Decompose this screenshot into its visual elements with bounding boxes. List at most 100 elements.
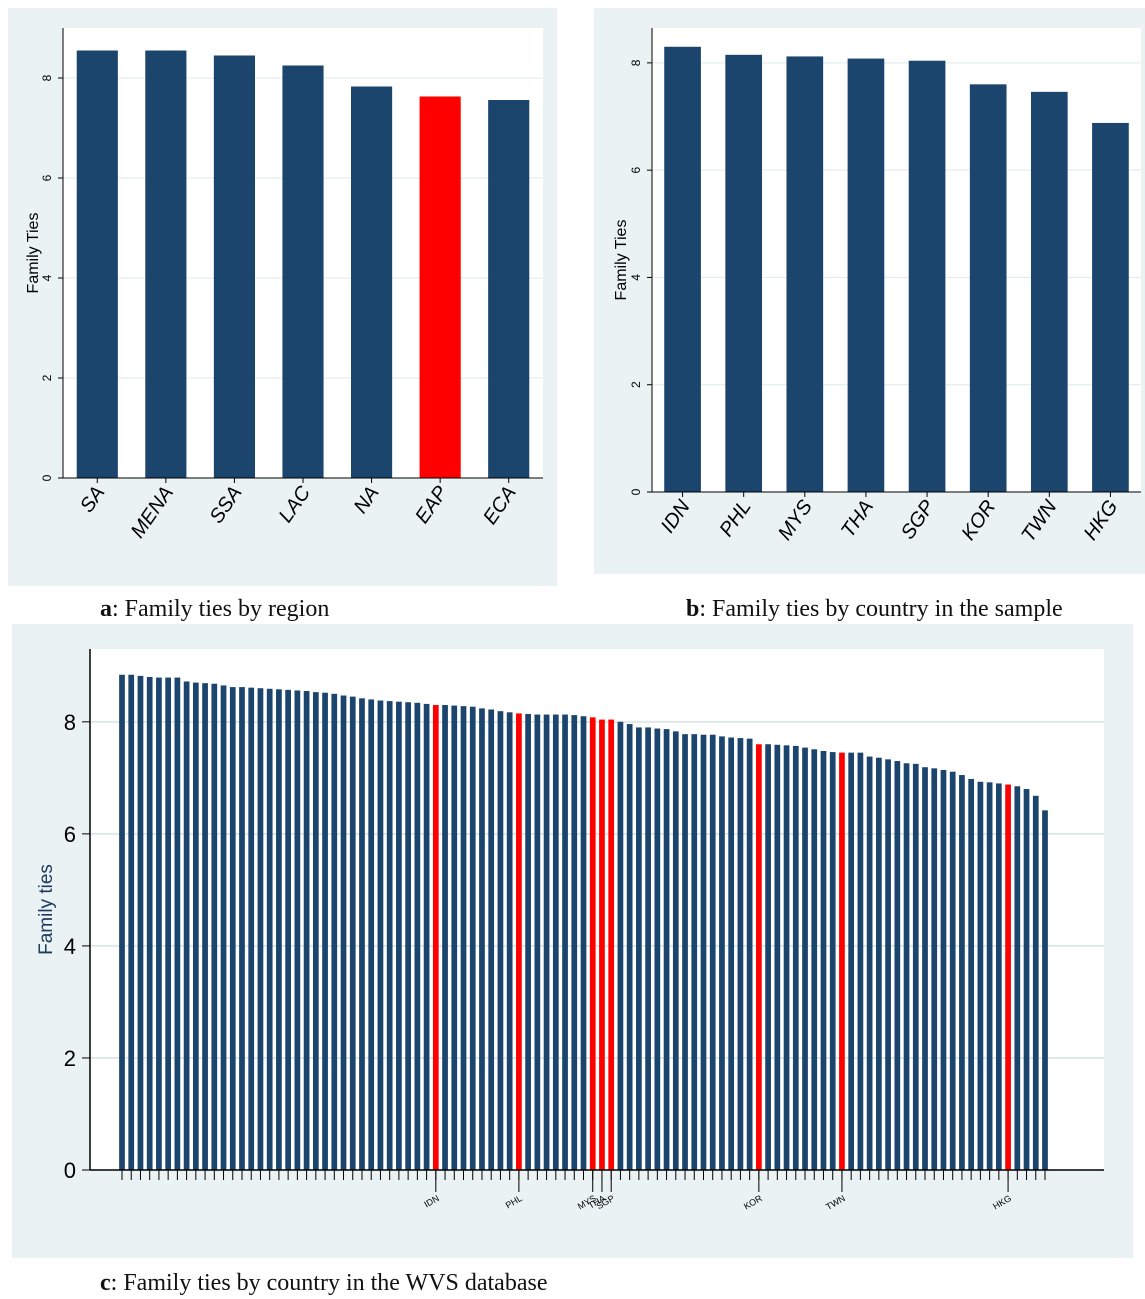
chart-a-bar [488,100,530,478]
chart-c-bar [349,696,356,1170]
chart-c-bar [866,756,873,1170]
chart-c-bar [340,695,347,1170]
chart-c-bar [857,752,864,1170]
chart-c-bar [885,759,891,1170]
chart-b-category-label: THA [837,496,878,541]
chart-c-bar [479,708,485,1170]
chart-c-bar [377,700,384,1170]
chart-b-bar [908,60,946,493]
chart-c-bar [626,724,633,1170]
chart-c-bar [571,715,578,1170]
chart-panel-b: 0 2 4 6 8 IDN PHL MYS THA SGP KOR TWN HKG Family Ties [594,8,1145,574]
chart-a-ytick-label: 2 [40,374,54,381]
chart-c-ytick-label: 2 [64,1046,76,1071]
chart-c-bar [589,717,596,1170]
chart-c-bar [442,705,448,1170]
chart-c-bar [903,763,910,1170]
caption-b-text: : Family ties by country in the sample [699,596,1063,622]
chart-c-bar [257,688,264,1170]
chart-c-bar [516,713,522,1170]
chart-c-bar [156,677,162,1170]
chart-c-bar [469,706,476,1170]
chart-panel-a: 0 2 4 6 8 SA MENA SSA LAC NA EAP ECA Family Ties [8,8,557,586]
chart-c-bar [220,685,227,1170]
chart-c-bar [239,687,245,1170]
chart-c-bar [303,691,310,1170]
caption-b: b: Family ties by country in the sample [686,596,1063,623]
chart-c-bar [682,734,688,1170]
chart-a-category-label: SSA [206,482,247,527]
caption-c-letter: c [100,1270,111,1296]
chart-c-bar [608,719,615,1170]
caption-a-letter: a [100,596,112,622]
chart-c-xtick-label: TWN [824,1193,847,1212]
chart-c-bar [820,750,827,1170]
chart-b-bar [1030,91,1068,492]
chart-c-bar [645,727,651,1170]
chart-c-bar [663,729,670,1170]
caption-b-letter: b [686,596,700,622]
chart-a-category-label: NA [350,482,384,517]
chart-b-y-axis-title: Family Ties [613,220,630,301]
chart-c-bar [783,745,790,1170]
chart-b-category-label: KOR [957,496,1000,544]
chart-c-bar [1042,810,1048,1170]
chart-c-bar [414,702,421,1170]
chart-a-bar [145,50,187,478]
chart-c-bar [368,699,375,1170]
chart-b-category-label: HKG [1080,496,1123,544]
chart-a-ytick-label: 4 [40,274,54,281]
chart-c-bar [829,752,836,1170]
chart-a-bar [351,86,393,478]
chart-c-bar [1014,786,1021,1170]
chart-b-ytick-label: 4 [629,274,643,281]
chart-c-bar [931,768,938,1170]
chart-c-bar [202,683,208,1170]
chart-c-bar [765,744,771,1170]
chart-c-bar [959,775,965,1170]
chart-c-bar [488,709,495,1170]
chart-c-bar [599,719,605,1170]
chart-c-bar [229,687,236,1170]
chart-c-bar [617,721,624,1170]
chart-c-bar [672,731,679,1170]
chart-a-category-label: SA [76,482,109,516]
chart-c-bar [654,728,661,1170]
chart-c-ytick-label: 0 [64,1158,76,1183]
chart-c-xtick-label: KOR [742,1193,764,1212]
chart-c-bar [497,711,504,1170]
chart-a-category-label: LAC [275,482,316,527]
chart-c-bar [968,778,975,1170]
chart-b-ytick-label: 2 [629,381,643,388]
caption-c-text: : Family ties by country in the WVS data… [110,1270,548,1296]
chart-c-bar [506,712,513,1170]
chart-c-bar [294,690,301,1170]
chart-c-bar [331,693,338,1170]
chart-c-bar [359,698,365,1170]
chart-c-bar [580,716,587,1170]
chart-c-bar [700,734,707,1170]
chart-a-ytick-label: 0 [40,474,54,481]
chart-c-bar [192,682,199,1170]
chart-c-bar [949,771,956,1170]
chart-c-bar [534,714,541,1170]
chart-b-svg: 0 2 4 6 8 IDN PHL MYS THA SGP KOR TWN HKG Family Ties [613,28,1141,546]
chart-c-bar [811,749,818,1170]
chart-b-category-label: SGP [897,496,940,544]
chart-c-bar [119,674,125,1170]
chart-c-bar [423,703,430,1170]
chart-c-bar [746,738,753,1170]
caption-a: a: Family ties by region [100,596,329,623]
chart-c-bar [709,734,716,1170]
chart-c-bar [248,687,255,1170]
chart-c-bar [460,706,467,1170]
chart-c-bar [977,781,984,1170]
chart-c-bar [995,783,1002,1170]
caption-c: c: Family ties by country in the WVS dat… [100,1270,547,1297]
chart-c-ytick-label: 4 [64,934,76,959]
chart-c-bar [802,747,808,1170]
chart-c-bar [312,692,319,1170]
chart-c-bar [728,737,735,1170]
chart-b-ytick-label: 8 [629,59,643,66]
